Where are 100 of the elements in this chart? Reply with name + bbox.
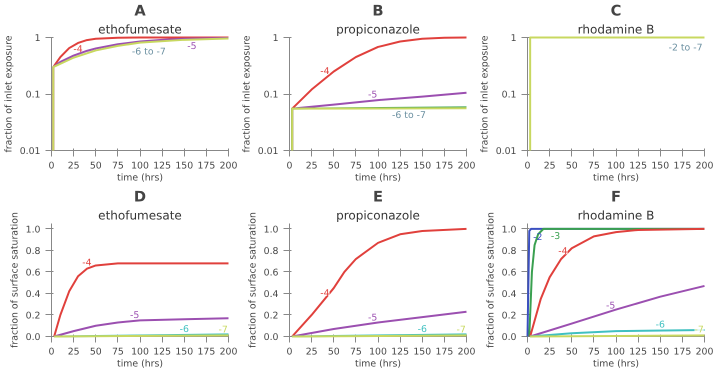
x-tick-label: 175 xyxy=(435,160,454,172)
x-axis-title: time (hrs) xyxy=(355,172,401,184)
y-tick-label: 0.0 xyxy=(502,332,517,343)
y-axis-title: fraction of inlet exposure xyxy=(480,35,491,153)
x-tick-label: 100 xyxy=(369,160,387,172)
series-label: -3 xyxy=(550,230,560,242)
x-tick-label: 75 xyxy=(350,160,362,172)
y-tick-label: 0.01 xyxy=(258,146,279,157)
x-tick-label: 25 xyxy=(68,346,80,358)
chart-subtitle: rhodamine B xyxy=(578,22,654,36)
chart-title: F xyxy=(610,188,622,206)
x-tick-label: 150 xyxy=(413,160,432,172)
chart-subtitle: ethofumesate xyxy=(98,208,182,222)
y-tick-label: 0.6 xyxy=(502,267,517,278)
annotation: -2 to -7 xyxy=(668,42,703,54)
series-label: -5 xyxy=(130,310,140,321)
series-label: -6 xyxy=(418,324,427,335)
chart-title: A xyxy=(134,2,146,20)
x-tick-label: 125 xyxy=(391,160,410,172)
x-tick-label: 125 xyxy=(629,160,648,172)
y-axis-title: fraction of inlet exposure xyxy=(242,35,253,153)
y-tick-label: 0.0 xyxy=(264,332,279,343)
y-tick-label: 0.1 xyxy=(26,90,41,100)
chart-title: E xyxy=(372,188,384,206)
chart-title: D xyxy=(134,188,146,206)
x-tick-label: 175 xyxy=(673,160,692,172)
y-axis-title: fraction of surface saturation xyxy=(248,212,259,348)
y-axis-title: fraction of surface saturation xyxy=(486,212,497,348)
y-tick-label: 0.6 xyxy=(26,267,41,278)
x-tick-label: 175 xyxy=(435,346,454,358)
x-tick-label: 200 xyxy=(220,160,238,172)
series-label: -7 xyxy=(694,324,704,336)
chart-title: B xyxy=(372,2,384,20)
annotation: -6 to -7 xyxy=(132,46,166,58)
x-tick-label: 100 xyxy=(369,346,387,358)
chart-title: C xyxy=(610,2,622,20)
x-tick-label: 25 xyxy=(306,346,318,358)
y-axis-title: fraction of surface saturation xyxy=(10,212,21,348)
x-tick-label: 125 xyxy=(153,346,172,358)
x-tick-label: 75 xyxy=(112,160,124,172)
series-label: -4 xyxy=(320,288,330,299)
series-label: -4 xyxy=(320,66,330,78)
y-tick-label: 0.1 xyxy=(502,90,517,100)
x-tick-label: 150 xyxy=(413,346,432,358)
series-label: -7 xyxy=(456,324,466,336)
series-label: -6 xyxy=(656,320,665,331)
series-label: -4 xyxy=(558,246,568,258)
y-tick-label: 1 xyxy=(272,33,279,44)
series-label: -5 xyxy=(368,312,378,324)
annotation: -6 to -7 xyxy=(392,110,426,121)
y-tick-label: 1 xyxy=(510,33,517,44)
y-tick-label: 0.1 xyxy=(264,90,279,100)
x-tick-label: 175 xyxy=(197,160,216,172)
y-axis-title: fraction of inlet exposure xyxy=(4,35,15,153)
y-tick-label: 1.0 xyxy=(502,224,517,236)
x-axis-title: time (hrs) xyxy=(117,358,163,370)
x-tick-label: 200 xyxy=(220,346,238,358)
x-tick-label: 100 xyxy=(131,346,149,358)
y-tick-label: 0.0 xyxy=(26,332,41,343)
x-tick-label: 150 xyxy=(175,346,194,358)
x-tick-label: 125 xyxy=(391,346,410,358)
y-tick-label: 1.0 xyxy=(264,224,279,236)
chart-subtitle: propiconazole xyxy=(336,22,420,36)
series-label: -5 xyxy=(606,300,616,312)
x-tick-label: 50 xyxy=(566,346,578,358)
x-tick-label: 150 xyxy=(175,160,194,172)
y-tick-label: 0.2 xyxy=(264,310,279,322)
x-tick-label: 50 xyxy=(566,160,578,172)
x-tick-label: 100 xyxy=(607,160,625,172)
x-tick-label: 175 xyxy=(673,346,692,358)
y-tick-label: 0.8 xyxy=(26,246,41,257)
x-tick-label: 75 xyxy=(350,346,362,358)
series-label: -4 xyxy=(73,44,83,55)
x-tick-label: 25 xyxy=(544,346,556,358)
x-tick-label: 200 xyxy=(458,160,476,172)
x-tick-label: 0 xyxy=(48,346,55,358)
x-tick-label: 150 xyxy=(651,346,670,358)
chart-subtitle: rhodamine B xyxy=(578,208,654,222)
y-tick-label: 0.01 xyxy=(20,146,41,157)
x-tick-label: 50 xyxy=(90,346,102,358)
y-tick-label: 0.6 xyxy=(264,267,279,278)
series-label: -5 xyxy=(368,90,378,101)
y-tick-label: 0.01 xyxy=(496,146,517,157)
x-tick-label: 125 xyxy=(153,160,172,172)
x-axis-title: time (hrs) xyxy=(117,172,163,184)
x-tick-label: 75 xyxy=(588,346,600,358)
x-tick-label: 0 xyxy=(286,346,293,358)
x-tick-label: 50 xyxy=(90,160,102,172)
x-tick-label: 0 xyxy=(48,160,55,172)
series-label: -6 xyxy=(180,324,189,335)
x-tick-label: 200 xyxy=(696,346,714,358)
chart-subtitle: propiconazole xyxy=(336,208,420,222)
y-tick-label: 1.0 xyxy=(26,224,41,236)
chart-subtitle: ethofumesate xyxy=(98,22,182,36)
x-tick-label: 75 xyxy=(112,346,124,358)
y-tick-label: 0.2 xyxy=(502,310,517,322)
x-axis-title: time (hrs) xyxy=(593,358,639,370)
y-tick-label: 0.4 xyxy=(26,288,41,300)
y-tick-label: 0.4 xyxy=(502,288,517,300)
x-tick-label: 0 xyxy=(286,160,293,172)
